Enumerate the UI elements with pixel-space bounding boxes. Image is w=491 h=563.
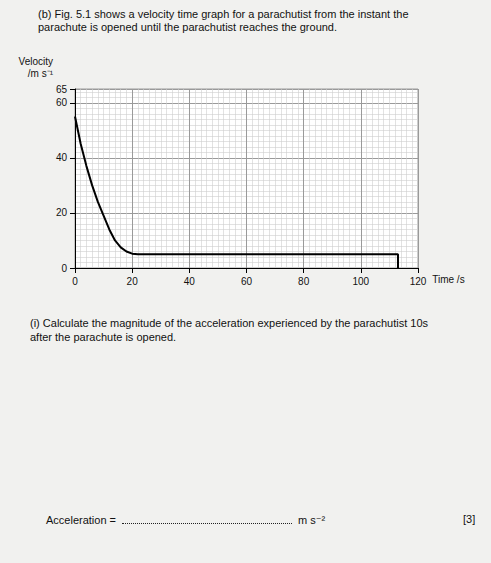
svg-text:Velocity: Velocity — [19, 56, 53, 67]
svg-text:60: 60 — [241, 276, 253, 287]
svg-text:65: 65 — [56, 84, 68, 95]
svg-text:0: 0 — [61, 263, 67, 274]
html-text:m s⁻²: m s⁻² — [298, 514, 326, 526]
svg-text:120: 120 — [410, 276, 427, 287]
svg-text:80: 80 — [298, 276, 310, 287]
svg-text:20: 20 — [127, 276, 139, 287]
html-text:(i) Calculate the magnitude of: (i) Calculate the magnitude of the accel… — [30, 317, 429, 343]
svg-text:60: 60 — [56, 97, 68, 108]
svg-text:40: 40 — [184, 276, 196, 287]
html-text:[3]: [3] — [463, 513, 476, 525]
html-text:Acceleration =: Acceleration = — [46, 514, 116, 526]
svg-text:0: 0 — [72, 276, 78, 287]
svg-text:100: 100 — [352, 276, 369, 287]
svg-text:40: 40 — [56, 152, 68, 163]
svg-text:20: 20 — [56, 207, 68, 218]
svg-text:/m s⁻¹: /m s⁻¹ — [28, 68, 54, 79]
svg-text:Time /s: Time /s — [432, 274, 464, 285]
html-text:(b) Fig. 5.1 shows a velocity: (b) Fig. 5.1 shows a velocity time graph… — [38, 8, 409, 33]
